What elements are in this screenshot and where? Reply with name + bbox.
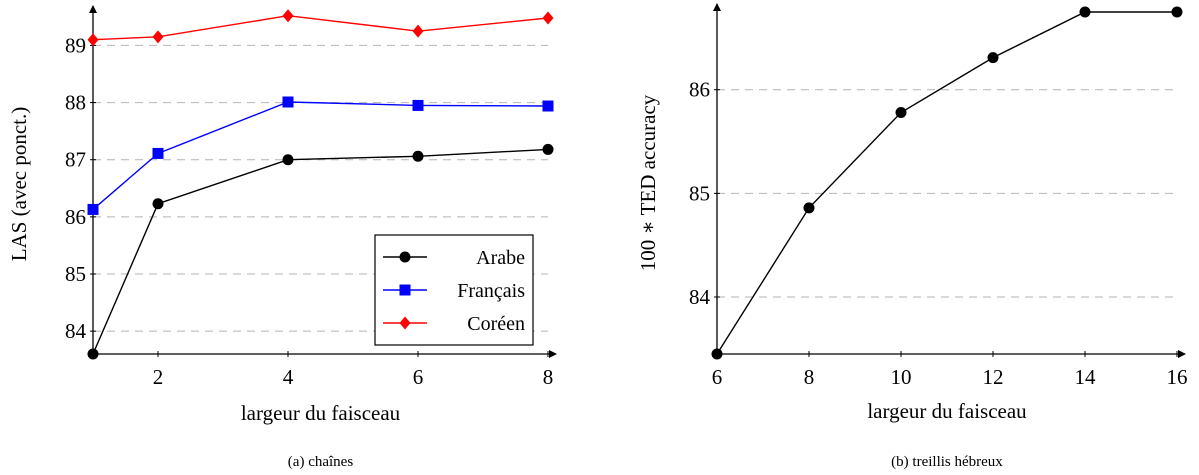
series-line-ted [716, 11, 1177, 355]
y-tick-label: 89 [65, 33, 86, 57]
data-point [152, 198, 164, 210]
y-tick-label: 84 [65, 319, 87, 343]
data-point [711, 348, 723, 360]
y-tick-label: 86 [65, 205, 86, 229]
data-point [282, 96, 294, 108]
legend-marker [399, 251, 411, 263]
y-axis-label: 100 ∗ TED accuracy [636, 94, 660, 271]
data-point [152, 30, 164, 44]
data-point [987, 52, 999, 64]
y-tick-label: 84 [689, 285, 711, 309]
y-tick-label: 85 [65, 262, 86, 286]
x-tick-label: 6 [712, 365, 723, 389]
legend-label: Arabe [476, 247, 525, 269]
legend-marker [399, 284, 411, 296]
data-point [542, 143, 554, 155]
legend-label: Coréen [467, 313, 525, 335]
chart-panel-b: 84 85 86 6 8 10 12 14 16 largeur du faisceau 100 ∗… [636, 3, 1188, 470]
data-point [412, 24, 424, 38]
data-point [87, 33, 99, 47]
x-tick-label: 8 [804, 365, 815, 389]
y-tick-label: 87 [65, 148, 86, 172]
data-point [542, 11, 554, 25]
chart-caption: (b) treillis hébreux [891, 454, 1003, 470]
data-point [803, 202, 815, 214]
x-tick-label: 16 [1167, 365, 1188, 389]
x-tick-label: 14 [1075, 365, 1097, 389]
x-tick-label: 4 [283, 365, 294, 389]
y-tick-label: 85 [689, 181, 710, 205]
x-axis-label: largeur du faisceau [241, 401, 401, 425]
data-point [87, 348, 99, 360]
data-point [1171, 6, 1183, 18]
x-tick-label: 8 [543, 365, 554, 389]
legend-marker [399, 316, 411, 330]
data-point [412, 150, 424, 162]
data-point [87, 203, 99, 215]
x-tick-label: 6 [413, 365, 424, 389]
y-tick-label: 86 [689, 78, 710, 102]
chart-caption: (a) chaînes [288, 454, 354, 470]
y-tick-label: 88 [65, 91, 86, 115]
legend-label: Français [457, 280, 525, 302]
data-point [895, 107, 907, 119]
data-point [282, 154, 294, 166]
x-tick-label: 12 [983, 365, 1004, 389]
y-axis-label: LAS (avec ponct.) [7, 107, 31, 262]
data-point [542, 100, 554, 112]
chart-panel-a: 84 85 86 87 88 89 2 4 6 8 largeur du faisceau LAS (… [7, 5, 557, 470]
data-point [1079, 6, 1091, 18]
data-point [412, 99, 424, 111]
x-tick-label: 10 [891, 365, 912, 389]
data-point [152, 147, 164, 159]
legend: Arabe Français Coréen [374, 234, 534, 346]
data-point [282, 9, 294, 23]
x-axis-label: largeur du faisceau [867, 399, 1027, 423]
x-tick-label: 2 [153, 365, 164, 389]
